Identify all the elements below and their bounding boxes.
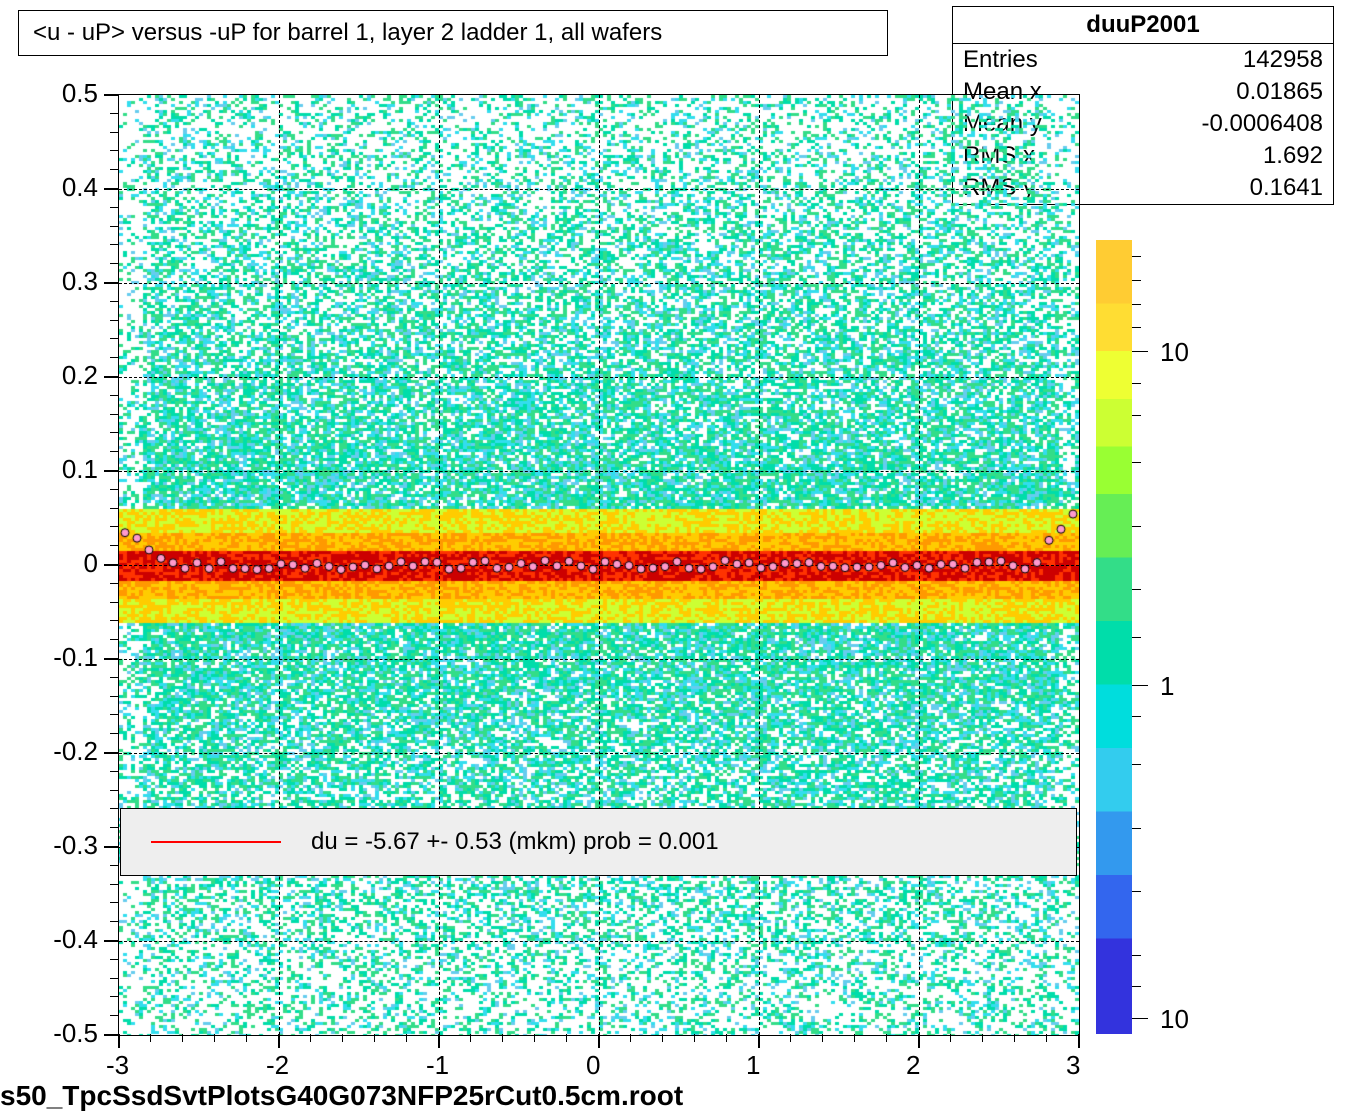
colorbar-label: 1	[1160, 671, 1174, 702]
plot-title-box: <u - uP> versus -uP for barrel 1, layer …	[18, 10, 888, 56]
stats-value: 0.01865	[1236, 78, 1323, 106]
x-tick-label: 0	[586, 1050, 600, 1081]
stats-label: Entries	[963, 46, 1038, 74]
fit-result-box: du = -5.67 +- 0.53 (mkm) prob = 0.001	[120, 808, 1077, 876]
stats-title: duuP2001	[953, 7, 1333, 44]
footer-filename: s50_TpcSsdSvtPlotsG40G073NFP25rCut0.5cm.…	[0, 1080, 683, 1112]
y-tick-label: -0.1	[28, 642, 98, 673]
x-tick-label: -2	[266, 1050, 289, 1081]
stats-value: 1.692	[1263, 142, 1323, 170]
stats-value: 0.1641	[1250, 174, 1323, 202]
heatmap-plot	[118, 94, 1080, 1036]
y-tick-label: 0	[28, 548, 98, 579]
stats-row: Entries 142958	[953, 44, 1333, 76]
y-tick-label: -0.4	[28, 924, 98, 955]
colorbar-label: 10	[1160, 337, 1189, 368]
stats-value: -0.0006408	[1202, 110, 1323, 138]
y-tick-label: -0.3	[28, 830, 98, 861]
y-tick-label: 0.1	[28, 454, 98, 485]
footer-text: s50_TpcSsdSvtPlotsG40G073NFP25rCut0.5cm.…	[0, 1080, 683, 1111]
y-tick-label: -0.5	[28, 1018, 98, 1049]
colorbar-label: 10	[1160, 1004, 1189, 1035]
x-tick-label: 3	[1066, 1050, 1080, 1081]
colorbar	[1096, 240, 1132, 1034]
x-tick-label: 2	[906, 1050, 920, 1081]
fit-text: du = -5.67 +- 0.53 (mkm) prob = 0.001	[311, 828, 719, 856]
x-tick-label: -3	[106, 1050, 129, 1081]
fit-line-sample	[151, 841, 281, 843]
y-tick-label: 0.2	[28, 360, 98, 391]
y-tick-label: 0.3	[28, 266, 98, 297]
profile-markers	[119, 95, 1079, 1035]
plot-title: <u - uP> versus -uP for barrel 1, layer …	[33, 19, 662, 46]
y-tick-label: 0.5	[28, 78, 98, 109]
y-tick-label: 0.4	[28, 172, 98, 203]
stats-value: 142958	[1243, 46, 1323, 74]
y-tick-label: -0.2	[28, 736, 98, 767]
x-tick-label: 1	[746, 1050, 760, 1081]
x-tick-label: -1	[426, 1050, 449, 1081]
